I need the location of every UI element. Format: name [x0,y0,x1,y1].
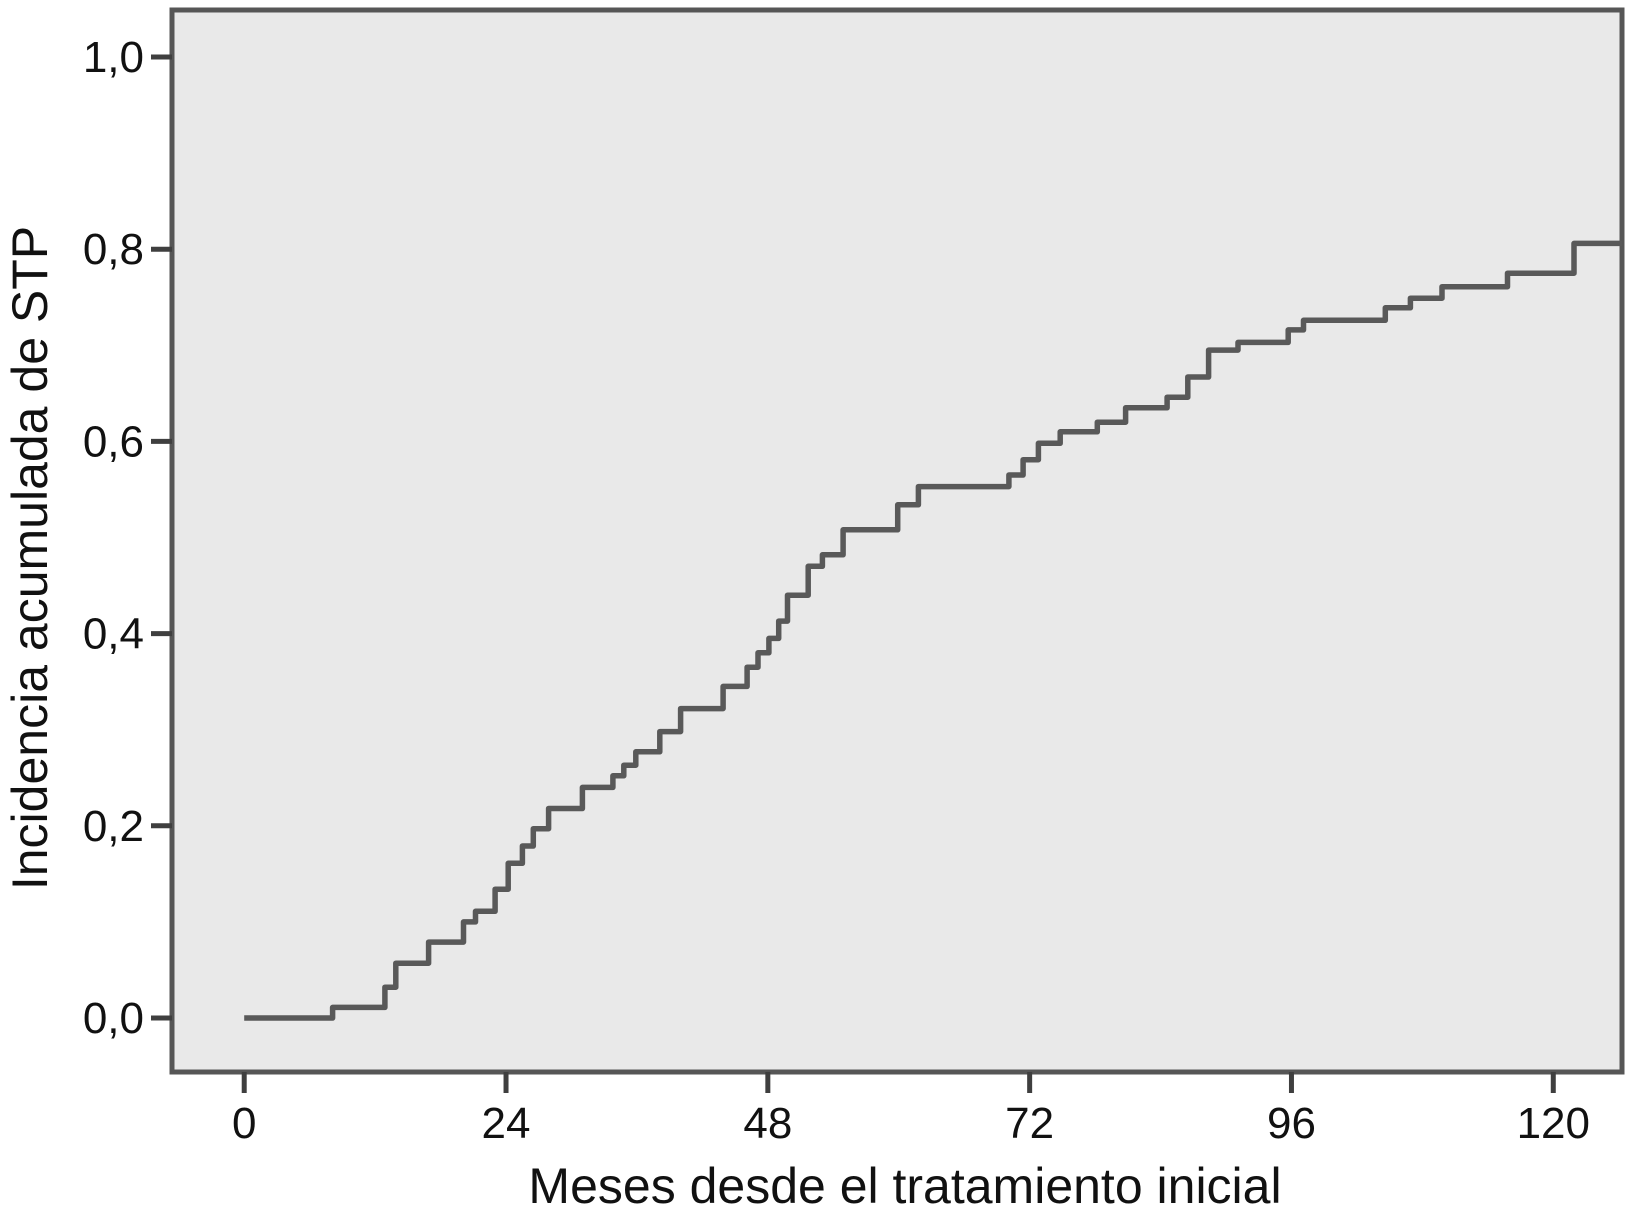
x-tick-label: 72 [1005,1099,1054,1148]
x-tick-label: 48 [743,1099,792,1148]
y-tick-label: 0,6 [83,417,144,466]
y-tick-label: 1,0 [83,33,144,82]
x-tick-label: 0 [232,1099,256,1148]
x-tick-label: 96 [1267,1099,1316,1148]
y-tick-label: 0,2 [83,802,144,851]
plot-area [169,7,1625,1075]
x-axis-title: Meses desde el tratamiento inicial [528,1158,1282,1214]
y-tick-label: 0,0 [83,994,144,1043]
y-tick-label: 0,4 [83,610,144,659]
x-tick-label: 24 [482,1099,531,1148]
y-axis-title: Incidencia acumulada de STP [2,225,58,891]
step-curve [244,240,1622,1021]
y-tick-label: 0,8 [83,225,144,274]
x-tick-label: 120 [1517,1099,1590,1148]
